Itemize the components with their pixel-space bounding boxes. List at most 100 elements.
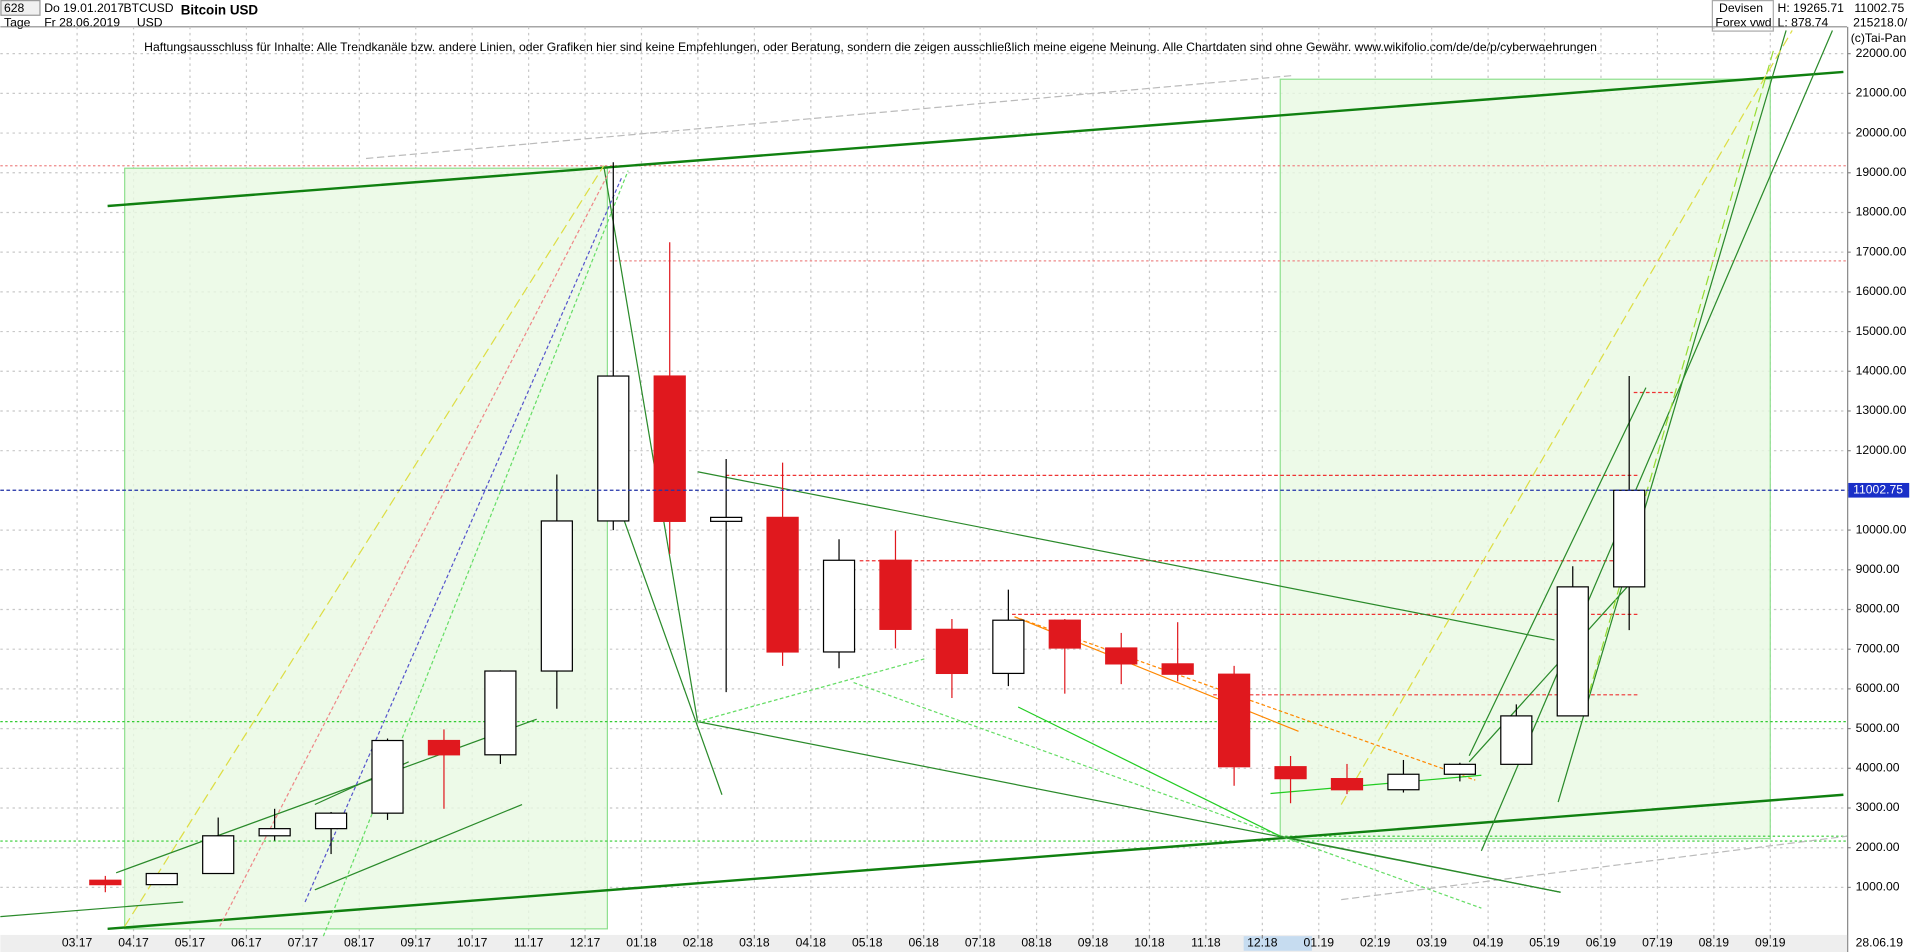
candle-body [597,375,630,522]
x-tick-label: 04.18 [796,936,827,950]
y-tick-label: 2000.00 [1856,840,1900,854]
y-tick-label: 20000.00 [1856,125,1907,139]
x-tick-label: 03.19 [1416,936,1447,950]
y-tick-label: 8000.00 [1856,602,1900,616]
x-tick-label: 10.18 [1134,936,1165,950]
candle-body [935,628,969,675]
x-tick-label: 06.19 [1586,936,1617,950]
y-tick-label: 17000.00 [1856,244,1907,258]
low: L: 878.74 [1778,15,1829,29]
trend-line [124,165,605,927]
y-tick-label: 18000.00 [1856,205,1907,219]
x-tick-label: 02.19 [1360,936,1391,950]
y-tick-label: 9000.00 [1856,562,1900,576]
y-tick-label: 4000.00 [1856,761,1900,775]
x-tick-label: 09.17 [401,936,432,950]
candle-body [1161,663,1194,675]
trend-line [1557,30,1787,803]
trend-line [1480,30,1833,852]
count-box[interactable] [0,0,41,16]
trend-line [304,176,623,903]
x-tick-label: 07.17 [288,936,319,950]
period[interactable]: Tage [4,15,31,29]
y-tick-label: 19000.00 [1856,165,1907,179]
x-tick-label: 05.19 [1529,936,1560,950]
last-date: 28.06.19 [1856,936,1904,950]
candle-body [1274,766,1307,780]
trend-line [697,657,927,723]
candle-body [484,670,517,756]
copyright: (c)Tai-Pan [1851,31,1906,45]
candle-body [822,559,856,653]
x-tick-label: 10.17 [457,936,488,950]
candle-body [258,828,291,837]
end-date: Fr 28.06.2019 [44,15,120,29]
x-tick-label: 12.17 [570,936,601,950]
x-tick-label: 08.18 [1021,936,1052,950]
currency: USD [137,15,163,29]
disclaimer: Haftungsausschluss für Inhalte: Alle Tre… [144,40,1597,54]
candle-body [992,619,1025,675]
y-tick-label: 13000.00 [1856,403,1907,417]
symbol: BTCUSD [123,1,173,15]
x-tick-label: 08.17 [344,936,375,950]
candle-body [1443,763,1477,775]
y-tick-label: 3000.00 [1856,800,1900,814]
trend-line [219,170,611,927]
x-tick-label: 01.18 [626,936,657,950]
chart-title: Bitcoin USD [181,3,259,18]
x-tick-label: 05.18 [852,936,883,950]
x-axis-band [0,934,1848,952]
trend-line [1280,835,1561,893]
start-date: Do 19.01.2017 [44,1,124,15]
x-tick-label: 02.18 [683,936,714,950]
y-tick-label: 1000.00 [1856,880,1900,894]
x-tick-label: 06.18 [908,936,939,950]
candle-body [1387,773,1420,791]
x-tick-label: 05.17 [175,936,206,950]
y-tick-label: 22000.00 [1856,46,1907,60]
x-tick-label: 01.19 [1304,936,1335,950]
zone [124,167,608,930]
trend-line [1584,48,1775,708]
trend-line [603,165,699,722]
x-tick-label: 04.17 [118,936,149,950]
candle-body [710,516,743,522]
x-tick-label: 08.19 [1699,936,1730,950]
last-price: 11002.75 [1854,1,1904,15]
trend-line [1341,835,1848,901]
current-price-box [1848,482,1910,498]
candle-body [202,835,235,875]
candle-body [1105,647,1138,665]
current-price-label: 11002.75 [1853,482,1903,496]
drawings [0,30,1848,937]
x-tick-label: 09.18 [1078,936,1109,950]
candle-body [371,739,404,814]
x-tick-label: 03.18 [739,936,770,950]
volume: 215218.0/ [1853,15,1908,29]
y-tick-label: 5000.00 [1856,721,1900,735]
source: Forex vwd [1715,15,1771,29]
x-tick-label: 11.17 [514,936,544,950]
y-tick-label: 6000.00 [1856,681,1900,695]
trend-line [853,682,1482,909]
x-tick-label: 04.19 [1473,936,1504,950]
candles [89,162,1646,893]
trend-line [115,718,537,874]
candle-body [1613,489,1646,588]
x-tick-label: 03.17 [62,936,93,950]
trend-line [697,471,1555,641]
x-axis-highlight [1243,936,1312,951]
x-tick-label: 07.19 [1642,936,1673,950]
trend-line [107,70,1844,208]
candle-body [314,812,348,830]
candle-body [1217,673,1251,768]
candle-body [1048,619,1081,649]
trend-line [314,803,523,891]
candle-body [653,375,686,522]
x-tick-label: 11.18 [1191,936,1221,950]
y-tick-label: 7000.00 [1856,641,1900,655]
x-tick-label: 06.17 [231,936,262,950]
